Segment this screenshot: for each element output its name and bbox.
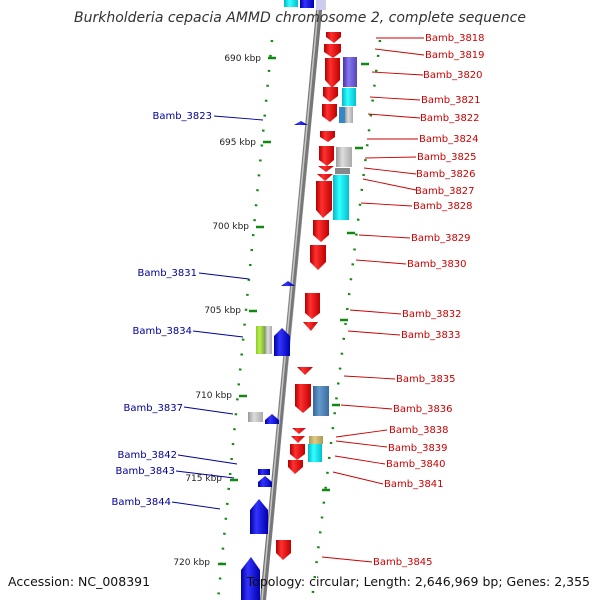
gene-bamb-3830 bbox=[310, 245, 326, 270]
kbp-label-720: 720 kbp bbox=[173, 558, 210, 568]
gene-bamb-3828 bbox=[316, 181, 332, 218]
kbp-label-695: 695 kbp bbox=[219, 138, 256, 148]
gene-label[interactable]: Bamb_3822 bbox=[420, 113, 480, 124]
gene-bamb-3829 bbox=[313, 220, 329, 242]
gene-label[interactable]: Bamb_3821 bbox=[421, 95, 481, 106]
gene-bamb-3841 bbox=[288, 460, 303, 474]
gene-label[interactable]: Bamb_3841 bbox=[384, 479, 444, 490]
gene-bamb-3819 bbox=[324, 44, 341, 58]
gene-bamb-3834 bbox=[274, 328, 290, 356]
gene-label[interactable]: Bamb_3831 bbox=[137, 268, 197, 279]
gene-label[interactable]: Bamb_3818 bbox=[425, 33, 485, 44]
gene-label[interactable]: Bamb_3843 bbox=[115, 466, 175, 477]
reverse-genes[interactable] bbox=[241, 121, 308, 600]
gene-label[interactable]: Bamb_3834 bbox=[132, 326, 192, 337]
left-gene-labels: Bamb_3823 Bamb_3831 Bamb_3834 Bamb_3837 … bbox=[111, 111, 212, 508]
gene-label[interactable]: Bamb_3839 bbox=[388, 443, 448, 454]
gene-bamb-3838 bbox=[292, 428, 306, 434]
kbp-label-710: 710 kbp bbox=[195, 391, 232, 401]
kbp-tick-marks bbox=[218, 56, 276, 566]
gene-bamb-3837 bbox=[265, 414, 279, 424]
gene-bamb-3820 bbox=[343, 57, 357, 87]
gene-bamb-3831 bbox=[281, 281, 295, 286]
kbp-label-690: 690 kbp bbox=[224, 54, 261, 64]
gene-label[interactable]: Bamb_3842 bbox=[117, 450, 177, 461]
gene-bamb-3821 bbox=[342, 88, 356, 106]
gene-label[interactable]: Bamb_3826 bbox=[416, 169, 476, 180]
gene-bamb-3840 bbox=[290, 444, 305, 460]
gene-bamb-3821-r bbox=[323, 87, 338, 102]
gene-bamb-3836 bbox=[295, 384, 311, 413]
gene-bamb-3832 bbox=[305, 293, 320, 319]
gene-label[interactable]: Bamb_3827 bbox=[415, 186, 475, 197]
gene-label[interactable]: Bamb_3819 bbox=[425, 50, 485, 61]
gene-label[interactable]: Bamb_3840 bbox=[386, 459, 446, 470]
gene-bamb-3835 bbox=[297, 367, 313, 375]
right-gene-labels: Bamb_3818 Bamb_3819 Bamb_3820 Bamb_3821 … bbox=[373, 33, 485, 568]
topology-text: Topology: circular; Length: 2,646,969 bp… bbox=[246, 574, 590, 589]
kbp-label-715: 715 kbp bbox=[185, 474, 222, 484]
gene-bamb-3823 bbox=[294, 121, 308, 125]
gene-label[interactable]: Bamb_3838 bbox=[389, 425, 449, 436]
right-leader-lines bbox=[321, 37, 425, 563]
gene-label[interactable]: Bamb_3825 bbox=[417, 152, 477, 163]
kbp-label-700: 700 kbp bbox=[212, 222, 249, 232]
gene-label[interactable]: Bamb_3823 bbox=[152, 111, 212, 122]
gene-label[interactable]: Bamb_3830 bbox=[407, 259, 467, 270]
gene-bamb-3826 bbox=[318, 166, 334, 172]
left-leader-lines bbox=[171, 115, 264, 510]
gene-bamb-3819-b bbox=[325, 58, 340, 88]
gene-bamb-3818 bbox=[326, 32, 341, 43]
accession-text: Accession: NC_008391 bbox=[8, 574, 150, 589]
forward-genes[interactable] bbox=[276, 32, 357, 560]
gene-bamb-3844 bbox=[250, 499, 268, 534]
right-tick-marks bbox=[322, 62, 369, 492]
gene-label[interactable]: Bamb_3833 bbox=[401, 330, 461, 341]
gene-label[interactable]: Bamb_3845 bbox=[373, 557, 433, 568]
gene-bamb-3834-g bbox=[256, 326, 265, 354]
gene-label[interactable]: Bamb_3837 bbox=[123, 403, 183, 414]
gene-bamb-3845 bbox=[276, 540, 291, 560]
gene-label[interactable]: Bamb_3828 bbox=[413, 201, 473, 212]
gene-bamb-3836-s bbox=[313, 386, 329, 416]
gene-label[interactable]: Bamb_3820 bbox=[423, 70, 483, 81]
gene-partial-top[interactable] bbox=[284, 0, 326, 10]
gene-label[interactable]: Bamb_3829 bbox=[411, 233, 471, 244]
gene-bamb-3833 bbox=[303, 322, 318, 331]
gene-bamb-3839 bbox=[291, 436, 305, 443]
gene-label[interactable]: Bamb_3824 bbox=[419, 134, 479, 145]
kbp-label-705: 705 kbp bbox=[204, 306, 241, 316]
gene-bamb-3842 bbox=[258, 469, 270, 475]
gene-bamb-3822 bbox=[322, 104, 337, 122]
gene-bamb-3828-c bbox=[333, 175, 349, 220]
gene-bamb-3824 bbox=[320, 131, 335, 142]
gene-bamb-partial-bottom bbox=[241, 557, 260, 600]
gene-label[interactable]: Bamb_3844 bbox=[111, 497, 171, 508]
chromosome-backbone bbox=[260, 0, 323, 600]
gene-label[interactable]: Bamb_3836 bbox=[393, 404, 453, 415]
gene-bamb-3825 bbox=[319, 146, 334, 166]
gene-bamb-3843 bbox=[258, 476, 272, 487]
gene-bamb-3827 bbox=[317, 174, 333, 181]
map-title: Burkholderia cepacia AMMD chromosome 2, … bbox=[74, 10, 526, 26]
gene-label[interactable]: Bamb_3832 bbox=[402, 309, 462, 320]
gene-label[interactable]: Bamb_3835 bbox=[396, 374, 456, 385]
